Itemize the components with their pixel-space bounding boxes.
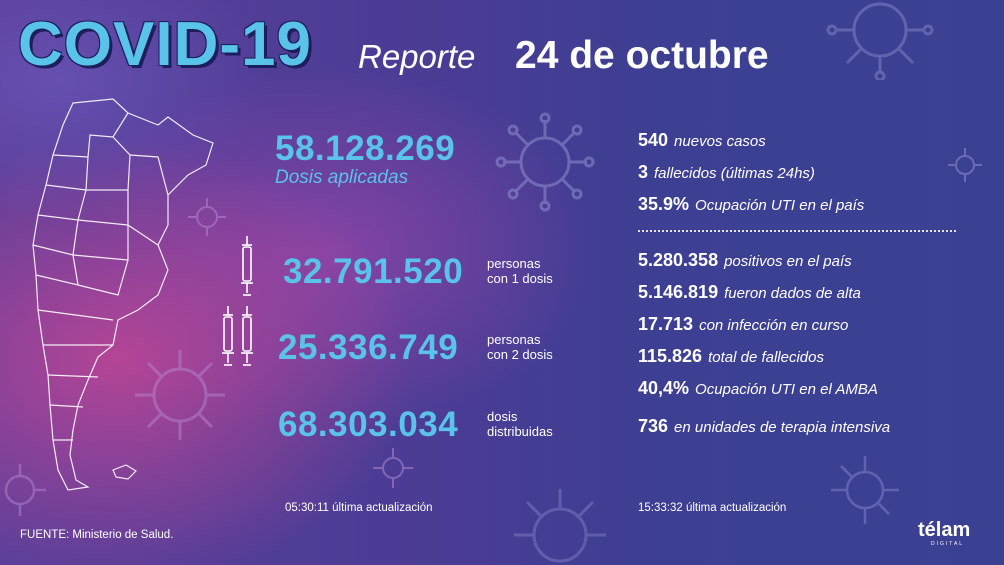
vaccination-update: 05:30:11 última actualización <box>285 502 433 515</box>
virus-icon <box>948 148 982 182</box>
stat-value: 40,4% <box>638 378 690 398</box>
virus-icon <box>831 456 899 524</box>
telam-logo-sub: DIGITAL <box>931 541 965 547</box>
virus-icon <box>135 350 225 440</box>
stat-value: 115.826 <box>638 346 703 366</box>
cases-update: 15:33:32 última actualización <box>638 502 787 515</box>
virus-icon <box>514 489 606 563</box>
argentina-map <box>32 98 214 491</box>
virus-icon <box>188 198 226 236</box>
total-doses-value: 58.128.269 <box>275 129 456 168</box>
stat-label: fallecidos (últimas 24hs) <box>654 165 815 182</box>
stat-positives: 5.280.358 positivos en el país <box>638 251 852 270</box>
syringe-icon <box>241 236 253 296</box>
vaccination-update-time: 05:30:11 <box>285 502 329 514</box>
stat-label: nuevos casos <box>674 133 766 150</box>
stat-icu-amba: 40,4% Ocupación UTI en el AMBA <box>638 379 878 398</box>
virus-icon <box>826 2 934 80</box>
stat-value: 17.713 <box>638 314 694 334</box>
stat-value: 540 <box>638 130 669 150</box>
two-dose-label-line1: personas <box>487 332 541 347</box>
stat-label: con infección en curso <box>699 317 849 334</box>
stat-total-deaths: 115.826 total de fallecidos <box>638 347 824 366</box>
stat-value: 5.280.358 <box>638 250 719 270</box>
cases-update-time: 15:33:32 <box>638 502 683 514</box>
two-dose-label: personas con 2 dosis <box>487 332 553 362</box>
source-note: FUENTE: Ministerio de Salud. <box>20 529 174 541</box>
telam-logo: télam <box>918 519 971 541</box>
covid-title: COVID-19 <box>18 10 312 79</box>
stat-label: positivos en el país <box>724 253 852 270</box>
virus-icon <box>495 112 595 212</box>
stat-value: 5.146.819 <box>638 282 719 302</box>
report-date: 24 de octubre <box>515 34 769 77</box>
one-dose-label: personas con 1 dosis <box>487 256 553 286</box>
reporte-label: Reporte <box>358 38 476 75</box>
islands <box>112 464 137 480</box>
stat-label: Ocupación UTI en el AMBA <box>695 381 878 398</box>
two-dose-value: 25.336.749 <box>278 328 459 367</box>
divider <box>638 230 956 232</box>
virus-icon <box>4 464 46 516</box>
one-dose-value: 32.791.520 <box>283 252 464 291</box>
total-doses-label: Dosis aplicadas <box>275 167 409 188</box>
stat-label: total de fallecidos <box>708 349 824 366</box>
stat-icu-patients: 736 en unidades de terapia intensiva <box>638 417 890 436</box>
syringe-icon <box>241 306 253 366</box>
cases-update-label: última actualización <box>685 502 787 514</box>
one-dose-label-line2: con 1 dosis <box>487 271 553 286</box>
distributed-label: dosis distribuidas <box>487 409 553 439</box>
vaccination-update-label: última actualización <box>332 502 433 514</box>
stat-value: 3 <box>638 162 649 182</box>
stat-label: en unidades de terapia intensiva <box>674 419 891 436</box>
virus-icon <box>373 448 413 488</box>
stat-active-infections: 17.713 con infección en curso <box>638 315 848 334</box>
stat-deaths-24h: 3 fallecidos (últimas 24hs) <box>638 163 815 182</box>
stat-value: 35.9% <box>638 194 690 214</box>
distributed-label-line1: dosis <box>487 409 518 424</box>
two-dose-label-line2: con 2 dosis <box>487 347 553 362</box>
stat-icu-country: 35.9% Ocupación UTI en el país <box>638 195 864 214</box>
distributed-label-line2: distribuidas <box>487 424 553 439</box>
stat-new-cases: 540 nuevos casos <box>638 131 766 150</box>
stat-value: 736 <box>638 416 669 436</box>
one-dose-label-line1: personas <box>487 256 541 271</box>
stat-label: Ocupación UTI en el país <box>695 197 865 214</box>
distributed-value: 68.303.034 <box>278 405 459 444</box>
stat-recovered: 5.146.819 fueron dados de alta <box>638 283 861 302</box>
stat-label: fueron dados de alta <box>724 285 861 302</box>
syringe-icon <box>222 306 234 366</box>
